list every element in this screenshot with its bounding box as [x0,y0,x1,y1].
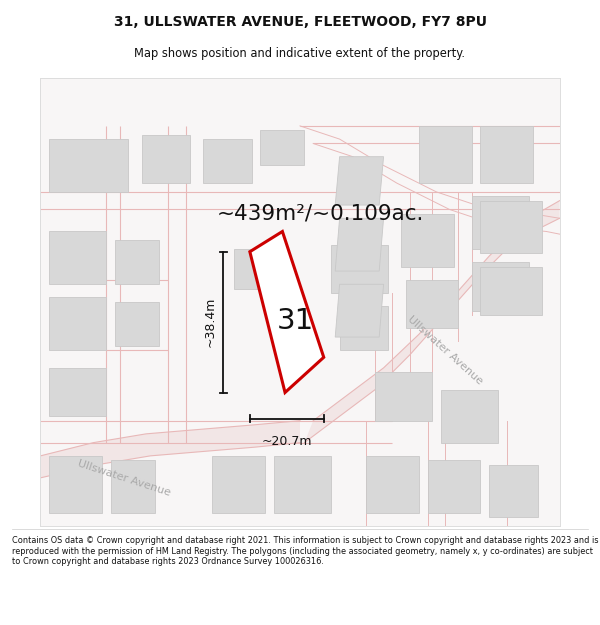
Polygon shape [335,218,383,271]
Polygon shape [49,139,128,192]
Text: 31: 31 [277,308,314,336]
Polygon shape [331,244,388,293]
Polygon shape [335,284,383,337]
Text: Map shows position and indicative extent of the property.: Map shows position and indicative extent… [134,47,466,59]
Polygon shape [481,267,542,315]
Text: ~38.4m: ~38.4m [203,297,217,348]
Polygon shape [260,130,304,166]
Polygon shape [212,456,265,513]
Polygon shape [335,157,383,205]
Polygon shape [340,306,388,350]
Polygon shape [49,231,106,284]
Polygon shape [142,135,190,183]
Polygon shape [250,231,324,392]
Polygon shape [234,249,283,289]
Polygon shape [481,201,542,254]
Polygon shape [472,196,529,249]
Polygon shape [115,302,159,346]
Polygon shape [40,421,300,478]
Polygon shape [203,139,251,183]
Polygon shape [406,280,458,328]
Polygon shape [441,390,498,442]
Polygon shape [428,460,481,513]
Polygon shape [419,126,472,183]
Text: 31, ULLSWATER AVENUE, FLEETWOOD, FY7 8PU: 31, ULLSWATER AVENUE, FLEETWOOD, FY7 8PU [113,15,487,29]
Polygon shape [304,201,560,442]
Polygon shape [401,214,454,267]
Text: ~439m²/~0.109ac.: ~439m²/~0.109ac. [217,204,424,224]
Polygon shape [366,456,419,513]
Polygon shape [49,298,106,350]
Polygon shape [274,456,331,513]
Polygon shape [481,126,533,183]
Polygon shape [49,456,102,513]
Text: Ullswater Avenue: Ullswater Avenue [406,314,485,386]
Polygon shape [375,372,432,421]
Polygon shape [472,262,529,311]
Polygon shape [489,464,538,518]
Text: Ullswater Avenue: Ullswater Avenue [76,458,172,498]
Text: ~20.7m: ~20.7m [262,435,312,447]
Polygon shape [111,460,155,513]
Polygon shape [49,368,106,416]
Text: Contains OS data © Crown copyright and database right 2021. This information is : Contains OS data © Crown copyright and d… [12,536,599,566]
Polygon shape [115,240,159,284]
